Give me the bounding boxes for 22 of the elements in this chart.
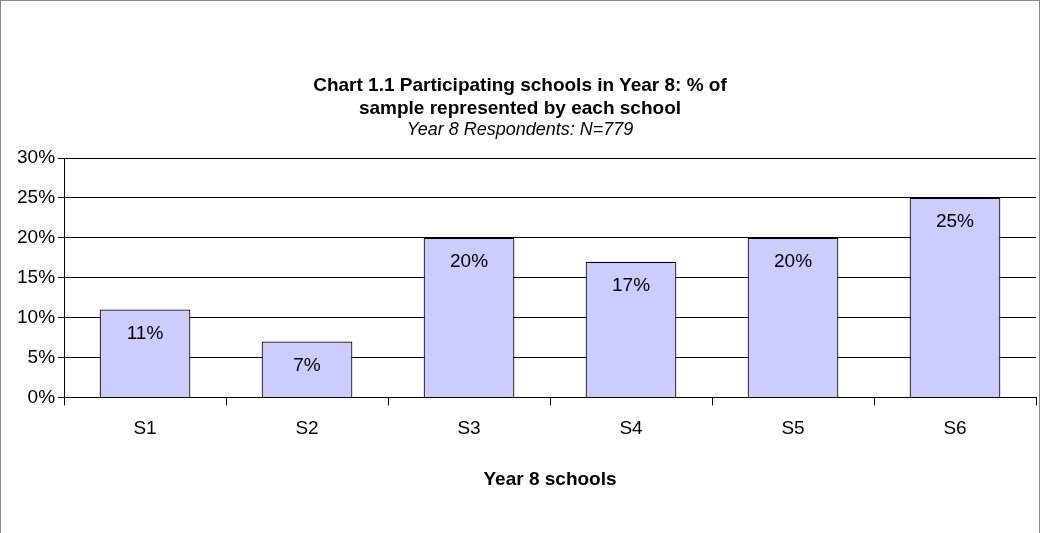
data-label: 20% <box>773 250 813 272</box>
y-tick-label: 10% <box>17 305 56 327</box>
data-label: 7% <box>293 353 321 375</box>
x-tick-label: S1 <box>133 417 157 439</box>
y-tick-label: 30% <box>17 146 56 168</box>
chart-title: Chart 1.1 Participating schools in Year 8: % of sample represented by each school <box>312 73 728 119</box>
data-label: 11% <box>126 321 164 343</box>
y-tick-label: 25% <box>17 186 56 208</box>
x-tick-label: S2 <box>295 417 319 439</box>
x-tick-label: S4 <box>619 417 644 439</box>
data-label: 17% <box>612 273 651 295</box>
y-tick-label: 0% <box>27 385 56 407</box>
data-label: 25% <box>935 210 975 232</box>
y-tick-label: 15% <box>17 265 56 287</box>
x-tick-label: S6 <box>943 417 967 439</box>
data-label: 20% <box>450 250 489 272</box>
chart-subtitle: Year 8 Respondents: N=779 <box>405 119 635 140</box>
x-axis-title: Year 8 schools <box>483 467 617 489</box>
x-tick-label: S3 <box>457 417 481 439</box>
y-tick-label: 20% <box>17 226 56 248</box>
x-tick-label: S5 <box>781 417 805 439</box>
y-tick-label: 5% <box>27 345 56 367</box>
